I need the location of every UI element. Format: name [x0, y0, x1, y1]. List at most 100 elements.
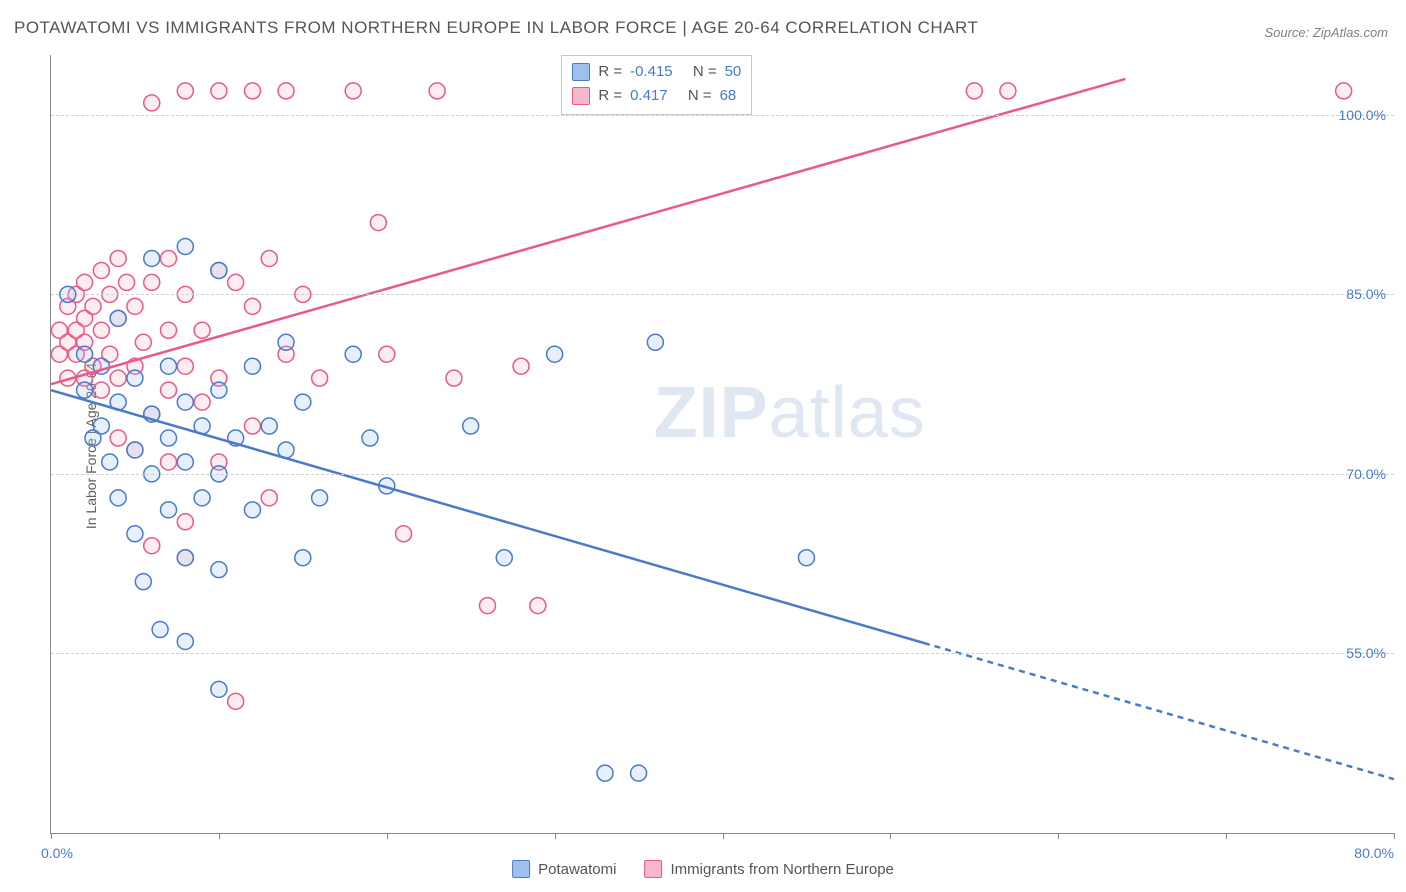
gridline	[51, 653, 1394, 654]
scatter-point	[177, 358, 193, 374]
trend-line	[924, 643, 1394, 779]
legend-item-blue: Potawatomi	[512, 860, 616, 878]
y-tick-label: 70.0%	[1338, 466, 1386, 482]
x-tick	[1058, 833, 1059, 839]
scatter-point	[261, 250, 277, 266]
scatter-point	[429, 83, 445, 99]
scatter-point	[77, 382, 93, 398]
stat-r-pink: 0.417	[630, 84, 668, 108]
scatter-point	[446, 370, 462, 386]
scatter-point	[110, 430, 126, 446]
scatter-point	[547, 346, 563, 362]
scatter-point	[177, 514, 193, 530]
scatter-point	[161, 358, 177, 374]
scatter-point	[93, 418, 109, 434]
x-tick	[219, 833, 220, 839]
legend-label-blue: Potawatomi	[538, 861, 616, 878]
scatter-point	[177, 550, 193, 566]
scatter-point	[127, 298, 143, 314]
scatter-point	[135, 334, 151, 350]
stats-box: R = -0.415 N = 50 R = 0.417 N = 68	[561, 55, 752, 115]
scatter-point	[379, 346, 395, 362]
scatter-point	[966, 83, 982, 99]
stat-r-label-2: R =	[598, 84, 622, 108]
scatter-point	[144, 250, 160, 266]
scatter-point	[278, 83, 294, 99]
scatter-point	[261, 418, 277, 434]
chart-container: POTAWATOMI VS IMMIGRANTS FROM NORTHERN E…	[0, 0, 1406, 892]
bottom-legend: Potawatomi Immigrants from Northern Euro…	[512, 860, 894, 878]
x-tick	[51, 833, 52, 839]
y-tick-label: 85.0%	[1338, 286, 1386, 302]
scatter-point	[144, 538, 160, 554]
scatter-point	[647, 334, 663, 350]
x-axis-label-max: 80.0%	[1354, 845, 1394, 861]
scatter-point	[530, 598, 546, 614]
scatter-point	[194, 394, 210, 410]
legend-label-pink: Immigrants from Northern Europe	[670, 861, 893, 878]
x-axis-label-min: 0.0%	[41, 845, 73, 861]
gridline	[51, 115, 1394, 116]
scatter-point	[211, 562, 227, 578]
scatter-point	[152, 622, 168, 638]
scatter-point	[194, 490, 210, 506]
scatter-point	[110, 370, 126, 386]
scatter-point	[110, 490, 126, 506]
scatter-point	[362, 430, 378, 446]
scatter-point	[244, 358, 260, 374]
scatter-point	[110, 250, 126, 266]
scatter-point	[631, 765, 647, 781]
scatter-point	[85, 298, 101, 314]
scatter-point	[1336, 83, 1352, 99]
stat-n-blue: 50	[725, 60, 742, 84]
plot-svg	[51, 55, 1394, 833]
scatter-point	[93, 322, 109, 338]
y-tick-label: 55.0%	[1338, 645, 1386, 661]
scatter-point	[177, 633, 193, 649]
x-tick	[1394, 833, 1395, 839]
scatter-point	[211, 382, 227, 398]
x-tick	[723, 833, 724, 839]
stat-n-pink: 68	[720, 84, 737, 108]
swatch-blue	[572, 63, 590, 81]
scatter-point	[597, 765, 613, 781]
gridline	[51, 474, 1394, 475]
x-tick	[555, 833, 556, 839]
scatter-point	[244, 83, 260, 99]
stat-r-label: R =	[598, 60, 622, 84]
stats-row-pink: R = 0.417 N = 68	[572, 84, 741, 108]
scatter-point	[77, 274, 93, 290]
scatter-point	[144, 274, 160, 290]
scatter-point	[194, 322, 210, 338]
scatter-point	[127, 370, 143, 386]
scatter-point	[177, 83, 193, 99]
scatter-point	[144, 95, 160, 111]
scatter-point	[463, 418, 479, 434]
scatter-point	[161, 250, 177, 266]
scatter-point	[177, 394, 193, 410]
legend-swatch-pink	[644, 860, 662, 878]
legend-swatch-blue	[512, 860, 530, 878]
scatter-point	[228, 274, 244, 290]
scatter-point	[102, 454, 118, 470]
scatter-point	[798, 550, 814, 566]
scatter-point	[127, 526, 143, 542]
scatter-point	[244, 418, 260, 434]
x-tick	[1226, 833, 1227, 839]
scatter-point	[161, 454, 177, 470]
x-tick	[387, 833, 388, 839]
plot-area: ZIPatlas R = -0.415 N = 50 R = 0.417 N =…	[50, 55, 1394, 834]
scatter-point	[370, 215, 386, 231]
scatter-point	[119, 274, 135, 290]
scatter-point	[244, 502, 260, 518]
legend-item-pink: Immigrants from Northern Europe	[644, 860, 893, 878]
scatter-point	[1000, 83, 1016, 99]
stat-n-label: N =	[693, 60, 717, 84]
scatter-point	[93, 262, 109, 278]
scatter-point	[228, 693, 244, 709]
scatter-point	[244, 298, 260, 314]
scatter-point	[161, 322, 177, 338]
scatter-point	[312, 370, 328, 386]
scatter-point	[345, 83, 361, 99]
scatter-point	[161, 430, 177, 446]
